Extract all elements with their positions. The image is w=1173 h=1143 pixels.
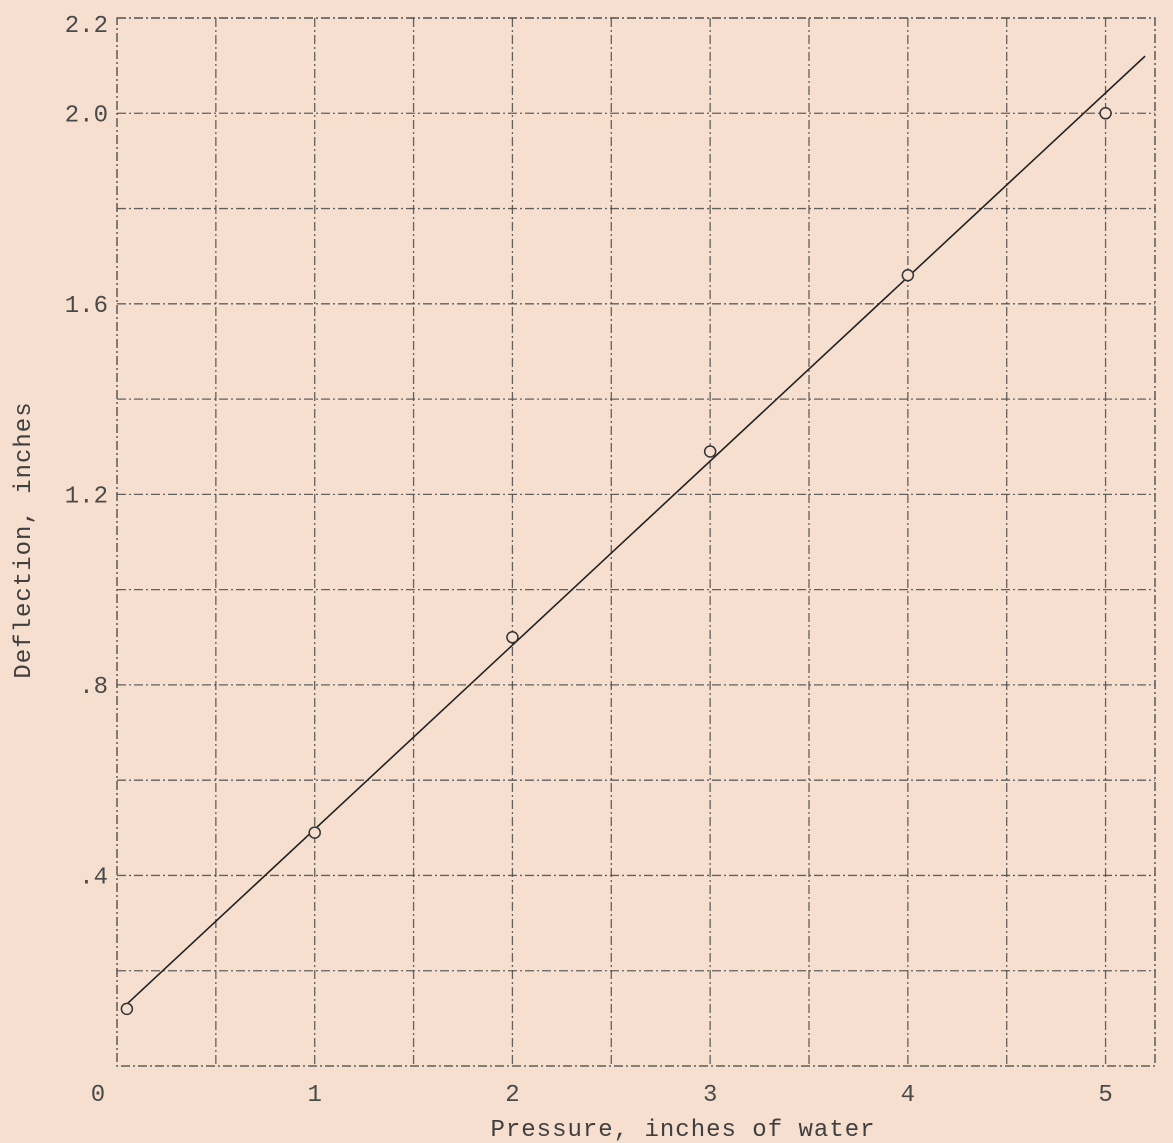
grid (117, 17, 1155, 1066)
data-point-5 (1099, 107, 1112, 120)
x-axis-label: Pressure, inches of water (490, 1117, 875, 1143)
data-point-2 (506, 631, 519, 644)
x-tick-label-0: 0 (91, 1082, 105, 1109)
y-tick-label-2: 1.2 (65, 483, 108, 510)
x-tick-label-3: 3 (703, 1082, 717, 1109)
x-tick-labels: 0 1 2 3 4 5 (91, 1082, 1113, 1109)
x-tick-label-4: 4 (901, 1082, 915, 1109)
y-tick-labels: .4 .8 1.2 1.6 2.0 2.2 (65, 13, 108, 891)
fit-line (126, 55, 1146, 1005)
y-tick-label-5: 2.2 (65, 13, 108, 40)
x-tick-label-1: 1 (308, 1082, 322, 1109)
fit-line-group (126, 55, 1146, 1005)
x-tick-label-2: 2 (505, 1082, 519, 1109)
y-tick-label-4: 2.0 (65, 102, 108, 129)
plot-frame (116, 17, 1156, 1067)
x-tick-label-5: 5 (1098, 1082, 1112, 1109)
y-tick-label-0: .4 (79, 864, 108, 891)
data-point-1 (308, 826, 321, 839)
data-points (120, 107, 1112, 1016)
y-tick-label-3: 1.6 (65, 293, 108, 320)
data-point-0 (120, 1002, 134, 1016)
y-axis-label: Deflection, inches (11, 401, 38, 678)
y-tick-label-1: .8 (79, 674, 108, 701)
data-point-4 (901, 268, 915, 282)
plot-area (116, 17, 1156, 1067)
data-point-3 (703, 445, 717, 458)
